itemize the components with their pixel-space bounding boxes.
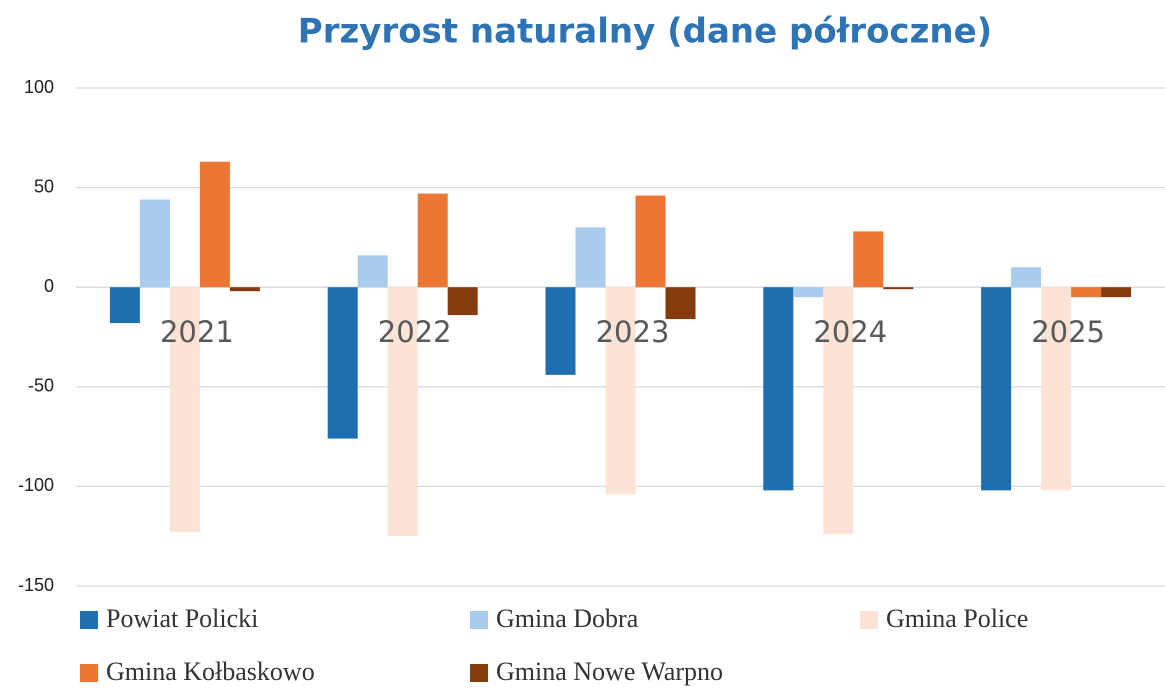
legend-label: Gmina Nowe Warpno: [496, 657, 723, 686]
bar: [575, 227, 606, 288]
bar: [545, 287, 576, 375]
legend-label: Powiat Policki: [106, 604, 258, 633]
legend-swatch: [860, 611, 878, 629]
y-tick-label: -100: [18, 475, 54, 495]
bar: [883, 287, 914, 290]
legend-swatch: [80, 611, 98, 629]
x-tick-label: 2024: [813, 315, 887, 349]
bar: [1071, 287, 1102, 298]
legend-label: Gmina Police: [886, 604, 1028, 633]
bar: [1011, 267, 1042, 288]
bar: [793, 287, 824, 298]
bar: [169, 287, 200, 533]
bar: [357, 255, 388, 288]
bar: [1101, 287, 1132, 298]
y-tick-label: 0: [44, 276, 54, 296]
bar: [199, 161, 230, 288]
legend-swatch: [80, 664, 98, 682]
bar: [853, 231, 884, 288]
bar: [447, 287, 478, 316]
y-tick-label: -50: [28, 376, 54, 396]
legend-swatch: [470, 611, 488, 629]
x-tick-label: 2025: [1031, 315, 1105, 349]
x-tick-label: 2021: [160, 315, 234, 349]
bar: [665, 287, 696, 320]
x-tick-label: 2022: [378, 315, 452, 349]
bar: [823, 287, 854, 535]
bar: [387, 287, 418, 537]
bar: [417, 193, 448, 288]
chart-title: Przyrost naturalny (dane półroczne): [298, 12, 992, 52]
legend-swatch: [470, 664, 488, 682]
bar: [1041, 287, 1072, 491]
legend-label: Gmina Dobra: [496, 604, 639, 633]
bar: [109, 287, 140, 324]
bar: [139, 199, 170, 288]
x-tick-label: 2023: [596, 315, 670, 349]
y-tick-label: -150: [18, 575, 54, 595]
bar: [327, 287, 358, 439]
bar: [229, 287, 260, 292]
bar: [605, 287, 636, 495]
bar: [635, 195, 666, 288]
y-tick-label: 100: [24, 77, 54, 97]
bar: [981, 287, 1012, 491]
legend-label: Gmina Kołbaskowo: [106, 657, 315, 686]
bar: [763, 287, 794, 491]
y-tick-label: 50: [34, 176, 54, 196]
